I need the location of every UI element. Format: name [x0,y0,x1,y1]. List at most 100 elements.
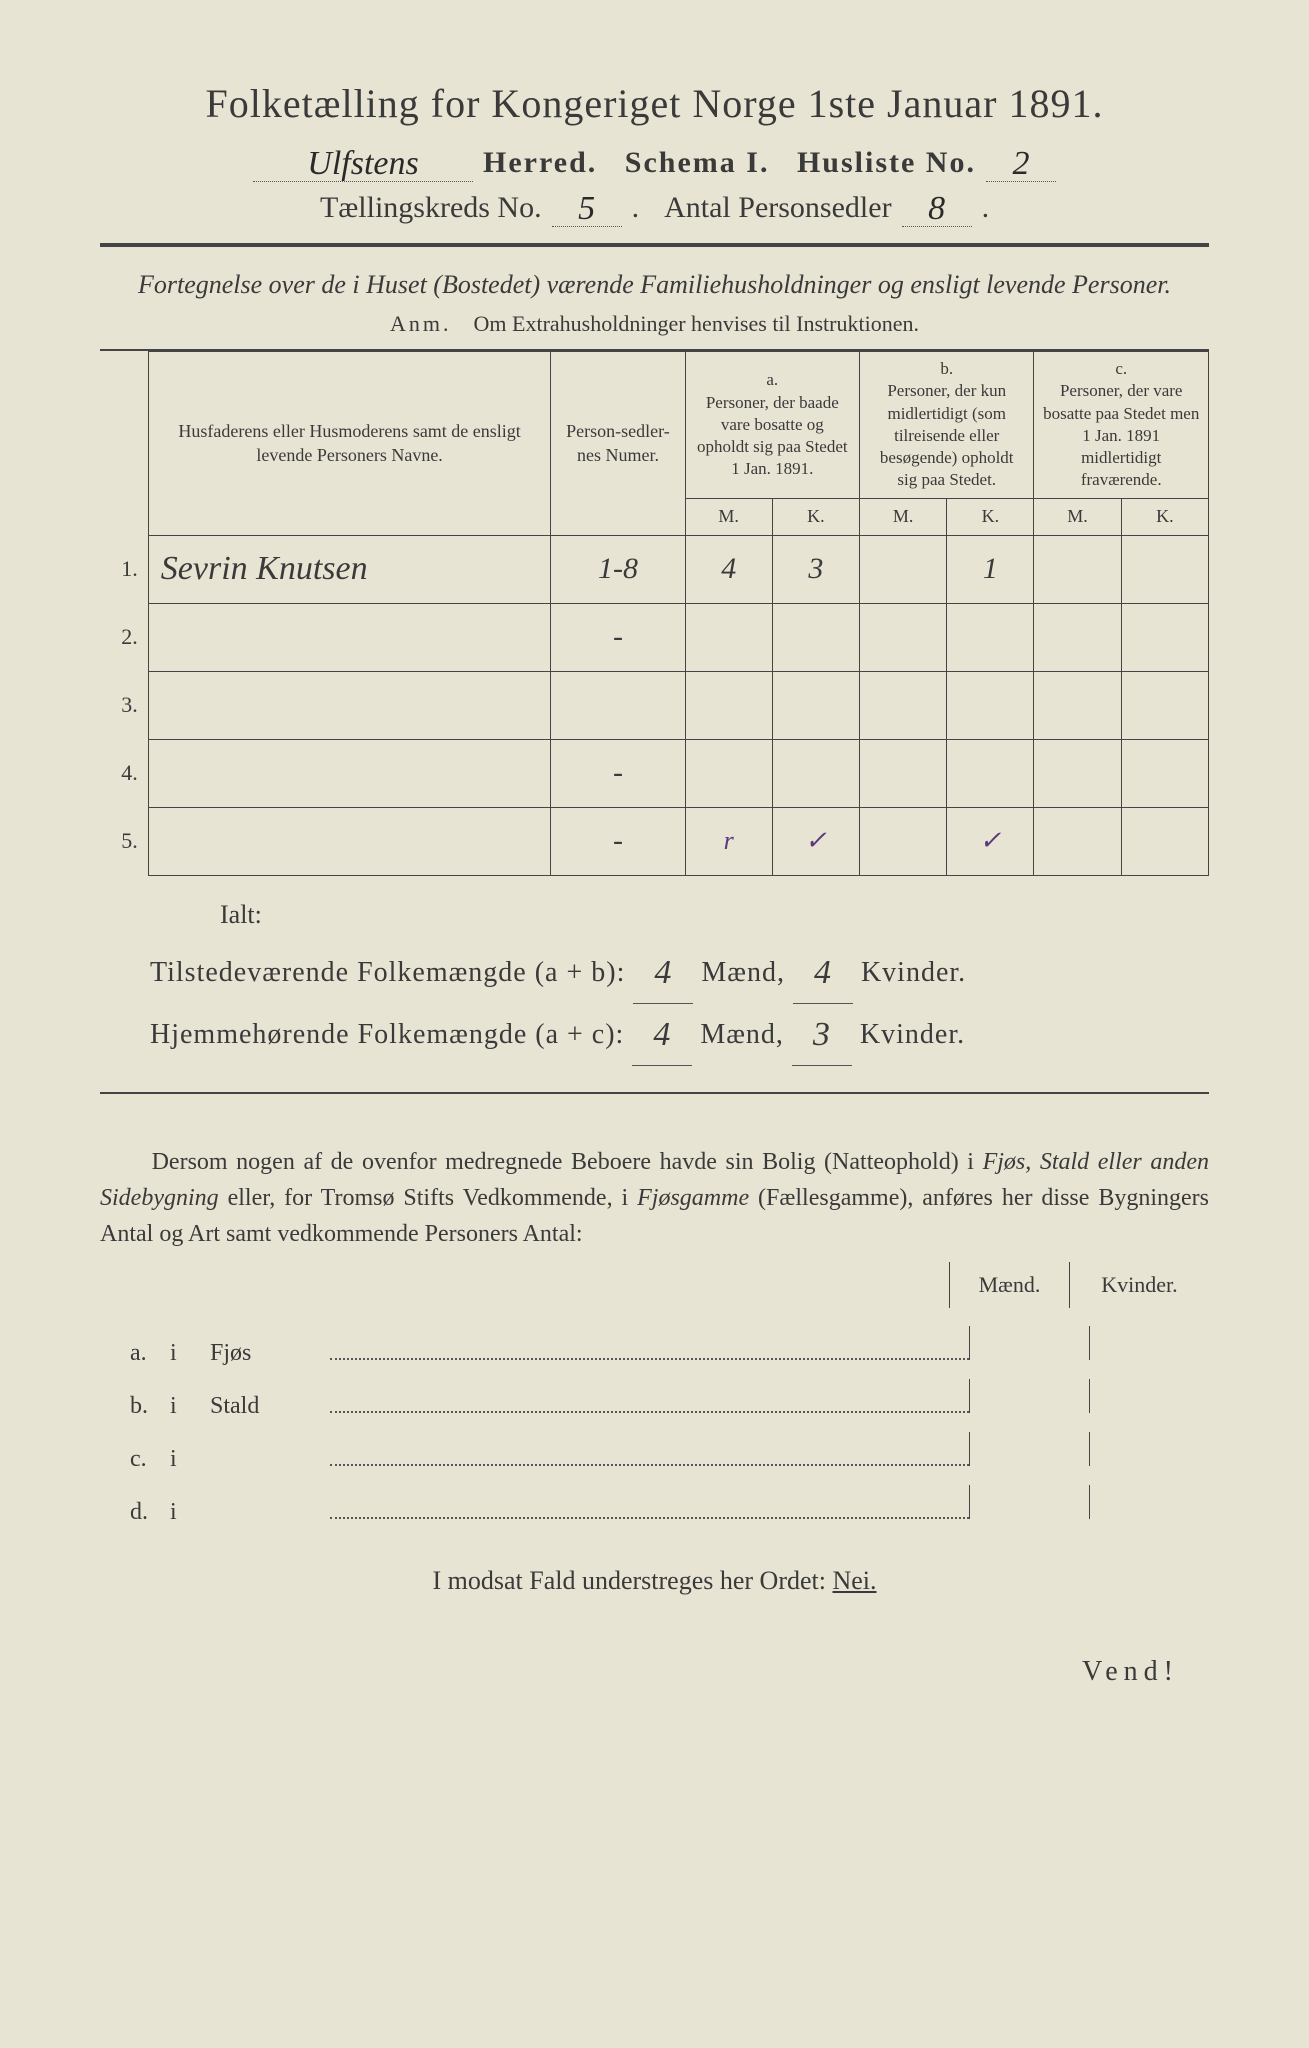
abcd-word: Fjøs [210,1340,330,1367]
row-bm [860,535,947,603]
abcd-i: i [170,1340,210,1367]
col-b-k: K. [947,499,1034,535]
row-name [148,807,551,875]
census-form-page: Folketælling for Kongeriget Norge 1ste J… [0,0,1309,2048]
totals-block: Tilstedeværende Folkemængde (a + b): 4 M… [150,940,1209,1064]
row-pnum: - [551,603,685,671]
abcd-col-m [969,1485,1089,1519]
row-name: Sevrin Knutsen [148,535,551,603]
abcd-dots [330,1495,969,1519]
antal-label: Antal Personsedler [664,191,891,225]
col-c-text: Personer, der vare bosatte paa Stedet me… [1042,380,1200,490]
totals-l1-label: Tilstedeværende Folkemængde (a + b): [150,957,625,988]
row-number: 1. [100,535,148,603]
header-row-2: Tællingskreds No. 5 . Antal Personsedler… [100,190,1209,225]
row-cm [1034,603,1121,671]
herred-label: Herred. [483,146,597,180]
row-bm [860,739,947,807]
header-row-1: Ulfstens Herred. Schema I. Husliste No. … [100,145,1209,180]
col-c-m: M. [1034,499,1121,535]
totals-l2-k: 3 [792,1004,852,1066]
kreds-value: 5 [552,192,622,227]
abcd-row: b.iStald [100,1379,1209,1420]
totals-maend-1: Mænd, [701,957,785,988]
col-names: Husfaderens eller Husmoderens samt de en… [148,352,551,535]
abcd-row: a.iFjøs [100,1326,1209,1367]
totals-l1-k: 4 [793,942,853,1004]
totals-maend-2: Mænd, [700,1019,784,1050]
col-b-label: b. [868,358,1025,380]
row-am [685,739,772,807]
totals-kvinder-1: Kvinder. [861,957,966,988]
abcd-dots [330,1389,969,1413]
row-cm [1034,535,1121,603]
abcd-i: i [170,1393,210,1420]
row-pnum: - [551,807,685,875]
abcd-list: a.iFjøsb.iStaldc.id.i [100,1326,1209,1526]
abcd-dots [330,1442,969,1466]
col-c: c. Personer, der vare bosatte paa Stedet… [1034,352,1209,497]
row-cm [1034,807,1121,875]
paragraph: Dersom nogen af de ovenfor medregnede Be… [100,1144,1209,1252]
col-a-label: a. [694,369,851,391]
row-bk: 1 [947,535,1034,603]
abcd-label: b. [100,1393,170,1420]
col-b: b. Personer, der kun midlertidigt (som t… [860,352,1034,497]
vend-label: Vend! [100,1656,1209,1688]
totals-line-2: Hjemmehørende Folkemængde (a + c): 4 Mæn… [150,1002,1209,1064]
row-ak [772,671,859,739]
row-ak [772,739,859,807]
col-a-k: K. [772,499,859,535]
row-am: r [685,807,772,875]
table-row: 4. - [100,739,1209,807]
row-pnum: - [551,739,685,807]
nei-word: Nei. [832,1566,876,1595]
row-pnum [551,671,685,739]
row-bk [947,671,1034,739]
abcd-col-m [969,1432,1089,1466]
nei-line: I modsat Fald understreges her Ordet: Ne… [100,1566,1209,1596]
totals-l1-m: 4 [633,942,693,1004]
abcd-col-m [969,1379,1089,1413]
anm-label: Anm. [390,311,452,336]
row-cm [1034,739,1121,807]
page-title: Folketælling for Kongeriget Norge 1ste J… [100,80,1209,127]
antal-value: 8 [902,192,972,227]
abcd-col-k [1089,1379,1209,1413]
col-pnum: Person-sedler-nes Numer. [551,352,685,535]
row-bm [860,807,947,875]
herred-value: Ulfstens [253,147,473,182]
col-a-text: Personer, der baade vare bosatte og opho… [694,392,851,480]
subtitle: Fortegnelse over de i Huset (Bostedet) v… [100,267,1209,303]
row-bm [860,671,947,739]
abcd-i: i [170,1446,210,1473]
row-ak: 3 [772,535,859,603]
col-a-m: M. [685,499,772,535]
table-row: 2.- [100,603,1209,671]
row-ck [1121,807,1208,875]
row-bk [947,603,1034,671]
anm-line: Anm. Om Extrahusholdninger henvises til … [100,311,1209,337]
col-a: a. Personer, der baade vare bosatte og o… [685,352,859,497]
row-ak [772,603,859,671]
row-ck [1121,671,1208,739]
table-row: 1.Sevrin Knutsen1-8431 [100,535,1209,603]
mk-header-row: Mænd. Kvinder. [100,1262,1209,1308]
abcd-col-k [1089,1326,1209,1360]
row-number: 4. [100,739,148,807]
row-cm [1034,671,1121,739]
husliste-value: 2 [986,147,1056,182]
totals-l2-m: 4 [632,1004,692,1066]
mk-maend: Mænd. [949,1262,1069,1308]
table-row: 3. [100,671,1209,739]
schema-label: Schema I. [625,146,770,180]
row-ak: ✓ [772,807,859,875]
row-number: 3. [100,671,148,739]
mk-kvinder: Kvinder. [1069,1262,1209,1308]
row-name [148,739,551,807]
row-number: 5. [100,807,148,875]
abcd-col-k [1089,1432,1209,1466]
row-am [685,603,772,671]
col-c-k: K. [1121,499,1208,535]
col-c-label: c. [1042,358,1200,380]
